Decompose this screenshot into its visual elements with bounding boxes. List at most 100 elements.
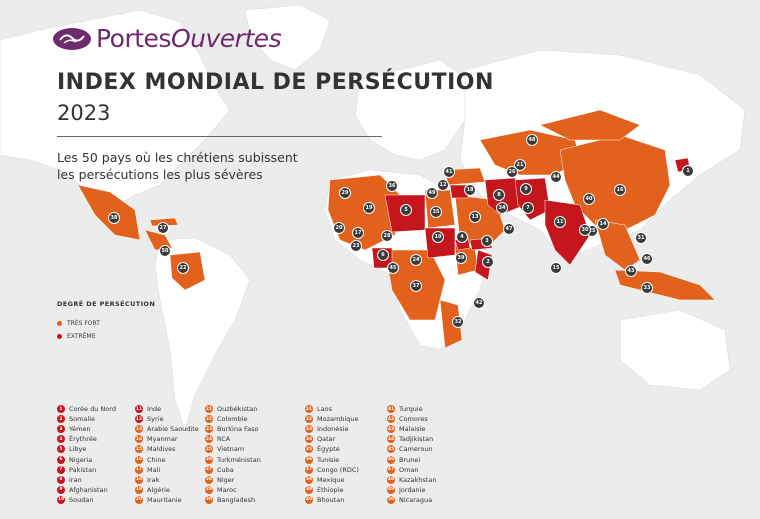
country-name: Myanmar — [147, 435, 178, 444]
map-rank-badge[interactable]: 38 — [108, 212, 120, 224]
map-rank-badge[interactable]: 49 — [426, 187, 438, 199]
rank-number-badge: 4 — [57, 435, 65, 444]
map-rank-badge[interactable]: 18 — [464, 184, 476, 196]
map-rank-badge[interactable]: 43 — [625, 265, 637, 277]
map-rank-badge[interactable]: 33 — [641, 282, 653, 294]
rank-number-badge: 11 — [135, 405, 143, 414]
map-rank-badge[interactable]: 50 — [159, 245, 171, 257]
country-list-item: 49 Jordanie — [387, 485, 436, 495]
map-rank-badge[interactable]: 4 — [456, 231, 468, 243]
map-rank-badge[interactable]: 36 — [386, 180, 398, 192]
country-list-item: 23 Burkina Faso — [205, 424, 261, 434]
map-rank-badge[interactable]: 16 — [614, 184, 626, 196]
region-iran — [484, 177, 526, 216]
country-name: Nicaragua — [399, 495, 433, 504]
page-title: INDEX MONDIAL DE PERSÉCUTION — [57, 70, 494, 95]
country-list-item: 9 Afghanistan — [57, 485, 116, 495]
map-rank-badge[interactable]: 31 — [635, 232, 647, 244]
map-rank-badge[interactable]: 2 — [482, 256, 494, 268]
map-rank-badge[interactable]: 17 — [352, 227, 364, 239]
country-name: Soudan — [69, 495, 94, 504]
map-rank-badge[interactable]: 34 — [496, 202, 508, 214]
country-list-item: 17 Mali — [135, 465, 199, 475]
rank-number-badge: 47 — [387, 465, 395, 474]
map-rank-badge[interactable]: 7 — [522, 202, 534, 214]
subtitle-line-1: Les 50 pays où les chrétiens subissent — [57, 150, 298, 165]
country-list-item: 36 Tunisie — [305, 454, 359, 464]
legend-label: EXTRÊME — [67, 333, 96, 340]
country-name: Algérie — [147, 485, 170, 494]
country-list-item: 33 Indonésie — [305, 424, 359, 434]
country-list-item: 48 Kazakhstan — [387, 475, 436, 485]
map-rank-badge[interactable]: 20 — [333, 222, 345, 234]
map-rank-badge[interactable]: 40 — [583, 193, 595, 205]
country-name: Arabie Saoudite — [147, 425, 199, 434]
rank-number-badge: 2 — [57, 415, 65, 424]
rank-number-badge: 20 — [135, 495, 143, 504]
rank-number-badge: 1 — [57, 405, 65, 414]
map-rank-badge[interactable]: 44 — [550, 171, 562, 183]
map-rank-badge[interactable]: 30 — [579, 224, 591, 236]
country-list-item: 35 Égypte — [305, 444, 359, 454]
map-rank-badge[interactable]: 5 — [400, 204, 412, 216]
map-rank-badge[interactable]: 24 — [410, 254, 422, 266]
map-rank-badge[interactable]: 45 — [387, 262, 399, 274]
map-rank-badge[interactable]: 23 — [350, 240, 362, 252]
map-rank-badge[interactable]: 10 — [432, 231, 444, 243]
map-rank-badge[interactable]: 28 — [381, 230, 393, 242]
map-rank-badge[interactable]: 9 — [520, 183, 532, 195]
map-rank-badge[interactable]: 13 — [469, 211, 481, 223]
country-list-item: 15 Maldives — [135, 444, 199, 454]
map-rank-badge[interactable]: 48 — [526, 134, 538, 146]
map-rank-badge[interactable]: 37 — [410, 280, 422, 292]
map-rank-badge[interactable]: 8 — [493, 189, 505, 201]
map-rank-badge[interactable]: 46 — [641, 253, 653, 265]
country-name: Qatar — [317, 435, 336, 444]
map-rank-badge[interactable]: 14 — [597, 218, 609, 230]
greenland-landmass — [244, 4, 331, 71]
map-rank-badge[interactable]: 12 — [437, 179, 449, 191]
brand-logo[interactable]: PortesOuvertes — [52, 24, 282, 53]
country-name: Ouzbékistan — [217, 405, 258, 414]
country-name: Niger — [217, 475, 235, 484]
map-rank-badge[interactable]: 11 — [554, 216, 566, 228]
country-name: Kazakhstan — [399, 475, 437, 484]
country-list-item: 43 Malaisie — [387, 424, 436, 434]
map-rank-badge[interactable]: 35 — [430, 206, 442, 218]
rank-number-badge: 35 — [305, 445, 313, 454]
south-america-landmass — [154, 237, 251, 432]
rank-number-badge: 44 — [387, 435, 395, 444]
country-list-item: 34 Qatar — [305, 434, 359, 444]
map-rank-badge[interactable]: 27 — [157, 222, 169, 234]
country-list-item: 5 Libye — [57, 444, 116, 454]
map-rank-badge[interactable]: 32 — [452, 316, 464, 328]
country-list-item: 8 Iran — [57, 475, 116, 485]
map-rank-badge[interactable]: 6 — [377, 249, 389, 261]
country-list-item: 3 Yémen — [57, 424, 116, 434]
open-doors-logo-icon — [53, 27, 91, 50]
map-rank-badge[interactable]: 19 — [363, 202, 375, 214]
map-rank-badge[interactable]: 1 — [682, 165, 694, 177]
country-list-item: 11 Inde — [135, 404, 199, 414]
country-name: Nigeria — [69, 455, 93, 464]
map-rank-badge[interactable]: 15 — [550, 262, 562, 274]
rank-number-badge: 27 — [205, 465, 213, 474]
map-rank-badge[interactable]: 29 — [339, 187, 351, 199]
rank-number-badge: 9 — [57, 485, 65, 494]
country-name: Afghanistan — [69, 485, 108, 494]
map-rank-badge[interactable]: 42 — [473, 297, 485, 309]
title-divider — [57, 136, 382, 137]
map-rank-badge[interactable]: 26 — [506, 166, 518, 178]
country-list-item: 50 Nicaragua — [387, 495, 436, 505]
rank-number-badge: 16 — [135, 455, 143, 464]
rank-number-badge: 7 — [57, 465, 65, 474]
country-name: Corée du Nord — [69, 405, 116, 414]
country-list-item: 20 Mauritanie — [135, 495, 199, 505]
country-name: Syrie — [147, 415, 164, 424]
map-rank-badge[interactable]: 47 — [503, 223, 515, 235]
map-rank-badge[interactable]: 22 — [177, 262, 189, 274]
map-rank-badge[interactable]: 3 — [481, 235, 493, 247]
country-list-item: 38 Mexique — [305, 475, 359, 485]
map-rank-badge[interactable]: 39 — [455, 252, 467, 264]
map-rank-badge[interactable]: 41 — [443, 166, 455, 178]
